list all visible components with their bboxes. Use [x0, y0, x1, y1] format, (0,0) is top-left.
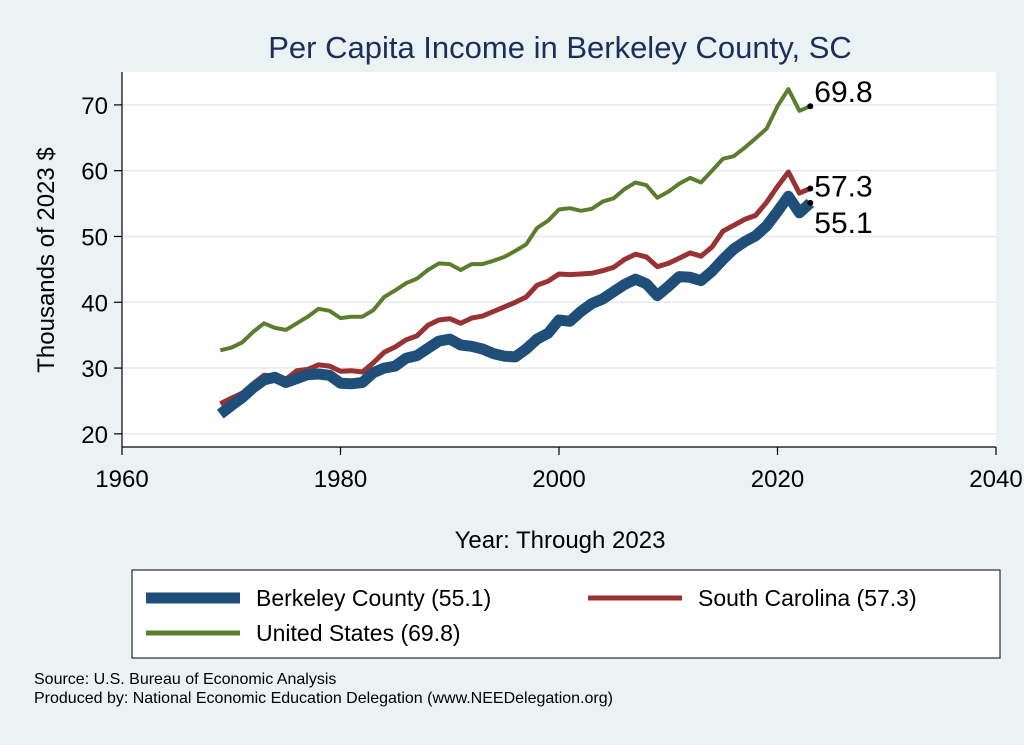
end-marker-south-carolina	[807, 185, 814, 192]
x-ticks: 1960 1980 2000 2020 2040	[95, 447, 1023, 493]
y-tick-label: 40	[81, 290, 108, 317]
x-tick-label: 1980	[314, 466, 367, 493]
end-label-south-carolina: 57.3	[814, 170, 872, 203]
producer-note: Produced by: National Economic Education…	[34, 690, 613, 707]
legend-label-south-carolina: South Carolina (57.3)	[698, 585, 917, 611]
legend-box	[131, 569, 1001, 659]
legend-item-berkeley: Berkeley County (55.1)	[146, 585, 491, 611]
x-axis-title: Year: Through 2023	[455, 527, 666, 554]
chart-title: Per Capita Income in Berkeley County, SC	[268, 30, 852, 65]
x-tick-label: 2000	[532, 466, 585, 493]
legend-label-united-states: United States (69.8)	[256, 620, 461, 646]
y-tick-label: 60	[81, 159, 108, 186]
x-tick-label: 2020	[751, 466, 804, 493]
series-line-berkeley-county	[216, 190, 814, 419]
line-chart: Per Capita Income in Berkeley County, SC…	[33, 30, 1023, 659]
legend-item-united-states: United States (69.8)	[146, 620, 461, 646]
end-marker-united-states	[807, 103, 814, 110]
series-line-united-states	[219, 87, 812, 353]
x-tick-label: 1960	[95, 466, 148, 493]
y-ticks: 20 30 40 50 60 70	[81, 93, 122, 449]
y-tick-label: 20	[81, 422, 108, 449]
x-tick-label: 2040	[969, 466, 1022, 493]
legend-item-south-carolina: South Carolina (57.3)	[588, 585, 917, 611]
y-axis-title: Thousands of 2023 $	[33, 147, 60, 373]
end-marker-berkeley-county	[807, 199, 814, 206]
series-line-south-carolina	[219, 169, 812, 406]
end-labels: 69.8 57.3 55.1	[807, 76, 873, 240]
y-tick-label: 50	[81, 224, 108, 251]
grid-lines	[122, 104, 996, 435]
end-label-united-states: 69.8	[814, 76, 872, 109]
y-tick-label: 30	[81, 356, 108, 383]
end-label-berkeley-county: 55.1	[814, 207, 872, 240]
source-note: Source: U.S. Bureau of Economic Analysis	[34, 671, 337, 688]
series-lines	[216, 87, 814, 419]
legend-label-berkeley: Berkeley County (55.1)	[256, 585, 491, 611]
y-tick-label: 70	[81, 93, 108, 120]
